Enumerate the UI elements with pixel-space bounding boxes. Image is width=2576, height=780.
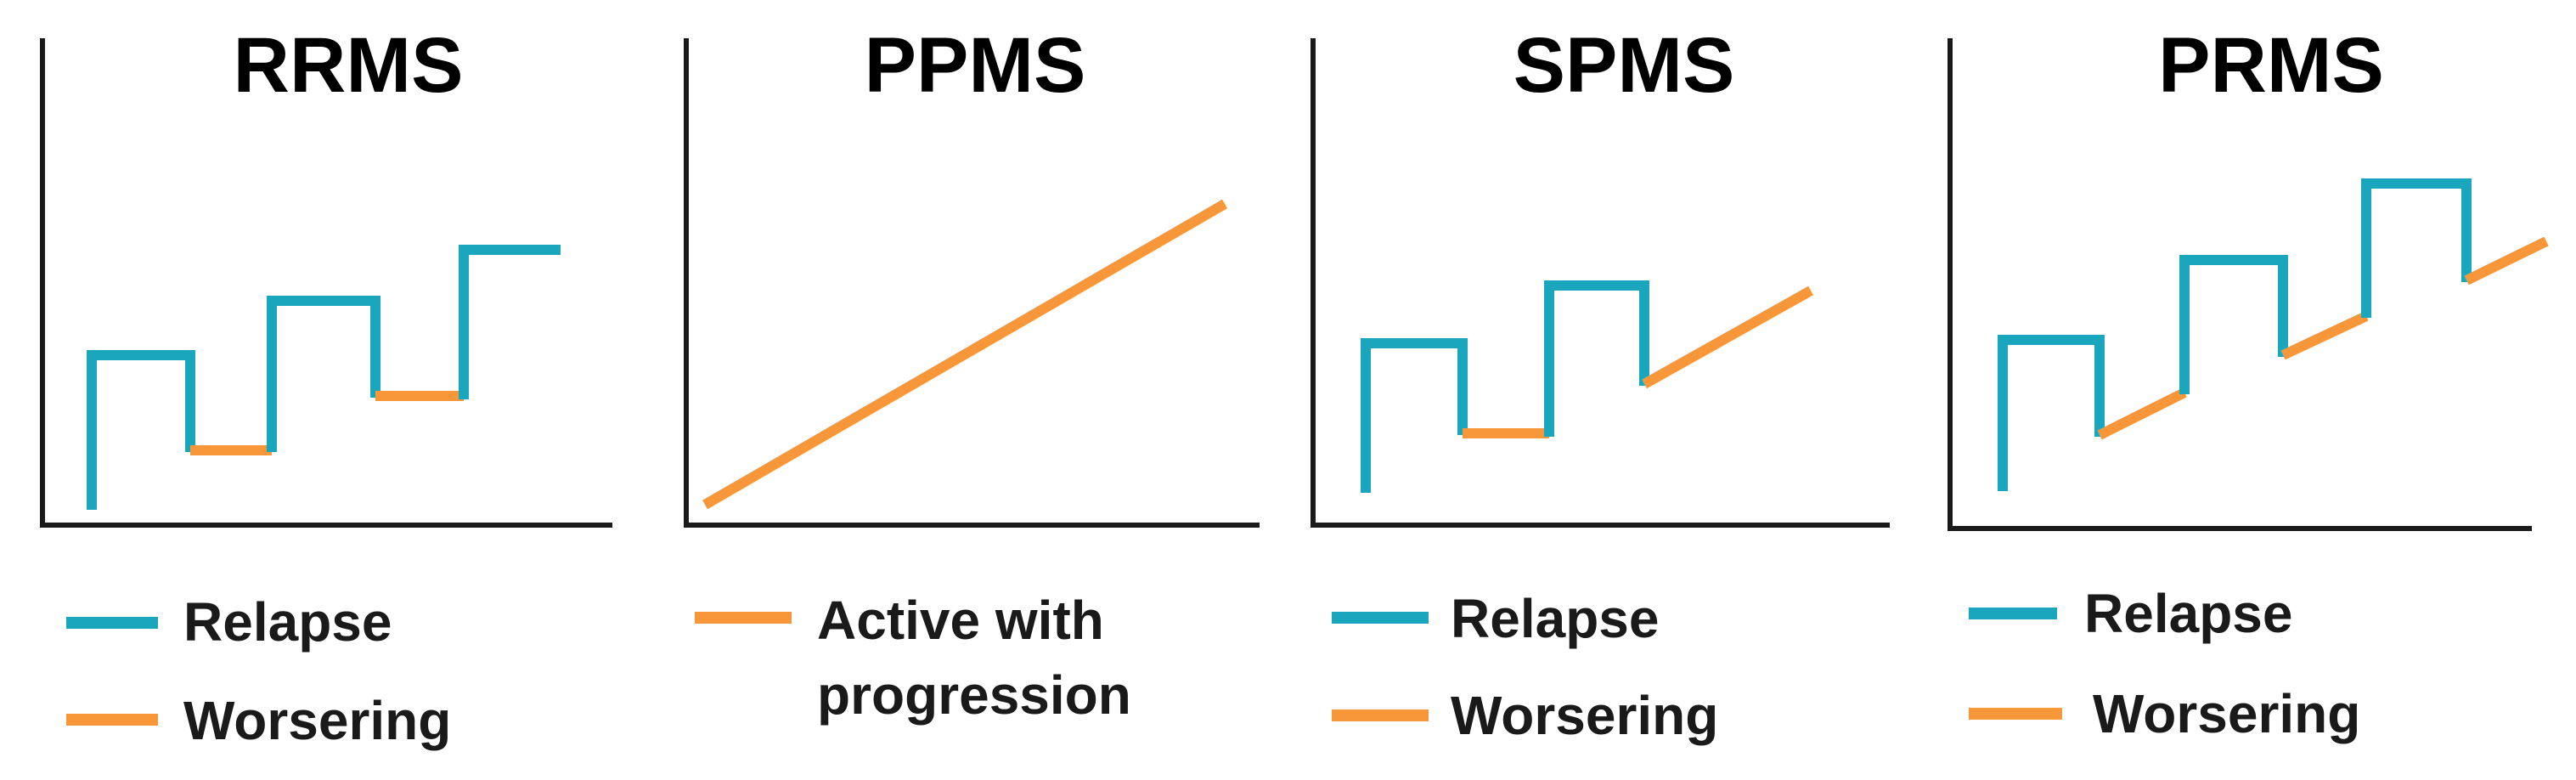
relapse-trace-rrms: [87, 350, 195, 510]
worsening-trace-spms-2: [1642, 285, 1813, 389]
panel-ppms: PPMS Active with progression: [684, 22, 1260, 726]
panel-prms: PRMS Relapse Worsering: [1948, 22, 2549, 744]
relapse-trace-rrms-3: [459, 245, 561, 399]
relapse-trace-rrms-2: [267, 296, 380, 452]
axes-rrms: [40, 38, 612, 528]
relapse-trace-spms-2: [1544, 280, 1649, 437]
legend-label-worsening: Worsering: [1451, 685, 1718, 746]
panel-rrms: RRMS Relapse Worsering: [40, 22, 612, 751]
axes-spms: [1311, 38, 1890, 528]
worsening-trace-prms: [2097, 387, 2187, 440]
legend-ppms: Active with progression: [695, 590, 1131, 726]
worsening-trace-prms-3: [2464, 236, 2549, 285]
legend-label-relapse: Relapse: [183, 591, 392, 653]
panel-spms: SPMS Relapse Worsering: [1311, 22, 1890, 746]
relapse-trace-prms-3: [2361, 178, 2472, 318]
panel-title-rrms: RRMS: [234, 22, 464, 109]
panel-title-ppms: PPMS: [865, 22, 1086, 109]
legend-prms: Relapse Worsering: [1969, 583, 2360, 744]
legend-label-relapse: Relapse: [1451, 588, 1659, 649]
legend-label-worsening: Worsering: [183, 690, 451, 751]
worsening-trace-prms-2: [2280, 311, 2369, 360]
axes-prms: [1948, 38, 2532, 531]
legend-label-worsening: Worsering: [2093, 683, 2360, 744]
legend-spms: Relapse Worsering: [1332, 588, 1718, 746]
worsening-trace-ppms: [702, 199, 1228, 510]
relapse-trace-prms: [1998, 335, 2105, 491]
panel-title-spms: SPMS: [1513, 22, 1735, 109]
panel-title-prms: PRMS: [2158, 22, 2384, 109]
legend-label-relapse: Relapse: [2084, 583, 2292, 644]
legend-rrms: Relapse Worsering: [66, 591, 451, 751]
relapse-trace-spms: [1361, 338, 1468, 493]
axes-ppms: [684, 38, 1260, 528]
legend-label-active-progression: Active with: [817, 590, 1104, 651]
legend-label-active-progression-line2: progression: [817, 664, 1131, 726]
relapse-trace-prms-2: [2179, 255, 2288, 394]
